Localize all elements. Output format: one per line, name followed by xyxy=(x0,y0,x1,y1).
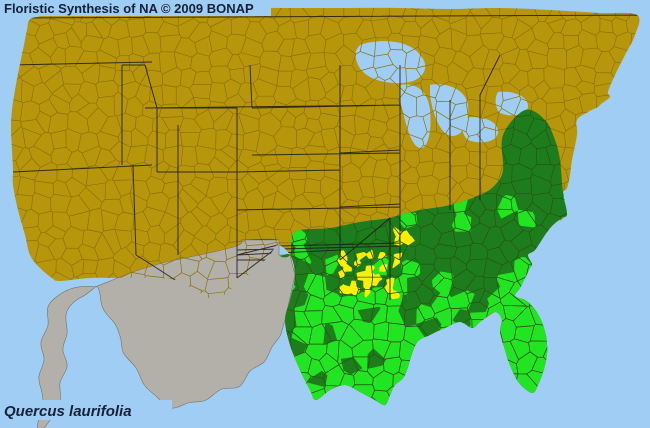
svg-text:Quercus laurifolia: Quercus laurifolia xyxy=(4,403,132,420)
svg-text:Floristic Synthesis of NA © 20: Floristic Synthesis of NA © 2009 BONAP xyxy=(4,1,254,16)
